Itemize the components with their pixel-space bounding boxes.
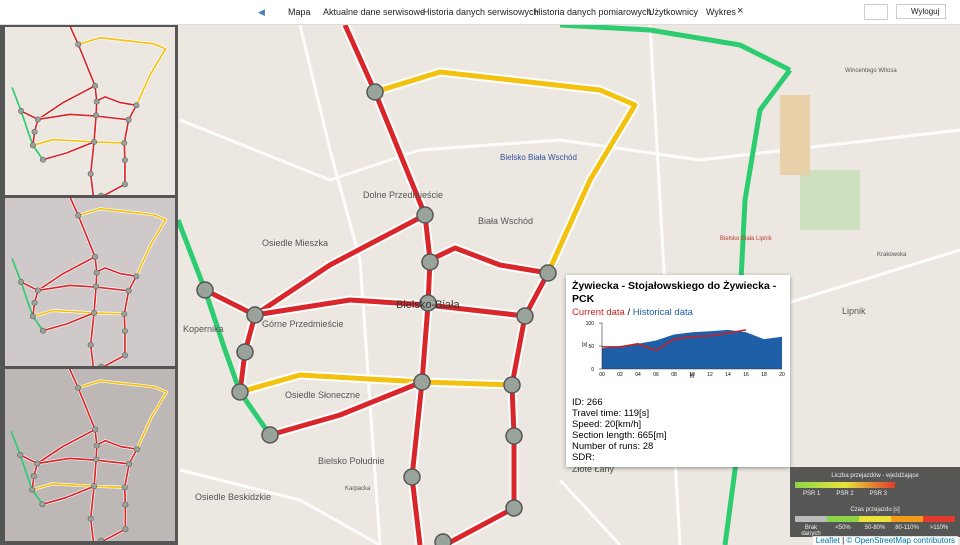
current-data-link[interactable]: Current data [572,307,625,318]
y-axis-label: [s] [582,342,588,348]
popup-chart: 0 50 100 [s] 00 02 04 06 08 10 12 14 16 18 20 [t] [582,321,785,379]
time-class-label: 50-80% [864,525,886,531]
info-line: Travel time: 119[s] [572,408,650,419]
map-label: Biała Wschód [478,216,533,226]
psr-label: PSR 1 [802,491,821,497]
section-info: ID: 266 Travel time: 119[s] Speed: 20[km/h… [572,397,667,463]
map-label: Lipnik [842,306,866,316]
map-label: Bielsko Południe [318,456,385,466]
popup-legend: Current data / Historical data [572,307,693,318]
separator: / [627,307,631,318]
legend-title: Czas przejazdu [s] [850,507,900,513]
map-label: Osiedle Słoneczne [285,390,360,400]
y-tick-label: 0 [591,367,594,373]
time-class-label: Brak danych [801,525,821,537]
nav-item[interactable]: Historia danych pomiarowych [534,7,652,17]
attribution: Leaflet | © OpenStreetMap contributors [812,536,958,545]
x-tick-label: 20 [779,372,785,378]
x-tick-label: 00 [599,372,605,378]
map-label: Wincentego Witosa [845,68,897,74]
time-scale [795,516,955,522]
x-axis-label: [t] [690,373,695,379]
thumbnail[interactable] [5,22,218,198]
nav-item[interactable]: Mapa [288,7,311,17]
time-class-label: <50% [835,525,851,531]
park [800,170,860,230]
time-labels: Brak danych <50% 50-80% 80-110% >110% [795,525,955,537]
psr-label: PSR 2 [836,491,854,497]
x-tick-label: 08 [671,372,677,378]
x-tick-label: 14 [725,372,731,378]
nav-item[interactable]: Użytkownicy [648,7,699,17]
x-tick-label: 04 [635,372,641,378]
leaflet-link[interactable]: Leaflet [815,536,840,545]
separator: | [842,536,845,545]
osm-link[interactable]: © OpenStreetMap contributors [846,536,955,545]
time-class-label: 80-110% [895,525,919,531]
top-bar: ◀ Mapa Aktualne dane serwisowe Historia … [0,0,960,25]
map-label: Bielsko-Biała [396,299,460,311]
x-tick-label: 10 [689,372,695,378]
x-tick-label: 18 [761,372,767,378]
thumbnail[interactable] [5,365,219,544]
info-line: SDR: [572,452,595,463]
current-line [602,329,747,352]
map-label: Kopernika [183,324,224,334]
count-scale [795,482,895,488]
nav-item[interactable]: Aktualne dane serwisowe [323,7,426,17]
map-label: Bielsko Biała Lipnik [720,236,773,242]
map-label: Osiedle Mieszka [262,238,328,248]
historical-area [602,329,782,369]
y-tick-label: 100 [586,321,595,327]
psr-label: PSR 3 [869,491,887,497]
logout-button[interactable]: Wyloguj [896,4,947,19]
map-label: Bielsko Biała Wschód [500,153,577,162]
legend-title: Liczba przejazdów - wjeżdżające [831,473,919,479]
x-tick-label: 02 [617,372,623,378]
back-icon[interactable]: ◀ [258,7,265,17]
map-labels: Bielsko Biała Wschód Dolne Przedmieście … [183,68,907,502]
y-tick-label: 50 [588,344,594,350]
x-tick-label: 06 [653,372,659,378]
info-line: Speed: 20[km/h] [572,419,642,430]
map-label: Krakowska [877,252,907,258]
thumbnail[interactable] [5,193,218,369]
field [780,95,810,175]
map-label: Złote Łany [572,464,615,474]
map-label: Górne Przedmieście [262,319,344,329]
historical-data-link[interactable]: Historical data [632,307,693,318]
map-legend: Liczba przejazdów - wjeżdżające PSR 1 PSR… [790,467,960,537]
info-line: Number of runs: 28 [572,441,654,452]
map-label: Dolne Przedmieście [363,190,443,200]
info-line: Section length: 665[m] [572,430,667,441]
close-button[interactable]: × [737,5,744,17]
info-line: ID: 266 [572,397,603,408]
thumbnails [0,22,219,545]
time-class-label: >110% [929,525,949,531]
x-tick-label: 12 [707,372,713,378]
map-label: Osiedle Beskidzkie [195,492,271,502]
popup: Żywiecka - Stojałowskiego do Żywiecka - … [566,275,790,467]
psr-labels: PSR 1 PSR 2 PSR 3 [795,491,895,497]
x-tick-label: 16 [743,372,749,378]
chart-button[interactable] [864,4,888,20]
nav-item[interactable]: Wykres [706,7,736,17]
map-label: Karpacka [345,486,371,492]
popup-title: Żywiecka - Stojałowskiego do Żywiecka - … [572,280,777,305]
nav-item[interactable]: Historia danych serwisowych [423,7,539,17]
